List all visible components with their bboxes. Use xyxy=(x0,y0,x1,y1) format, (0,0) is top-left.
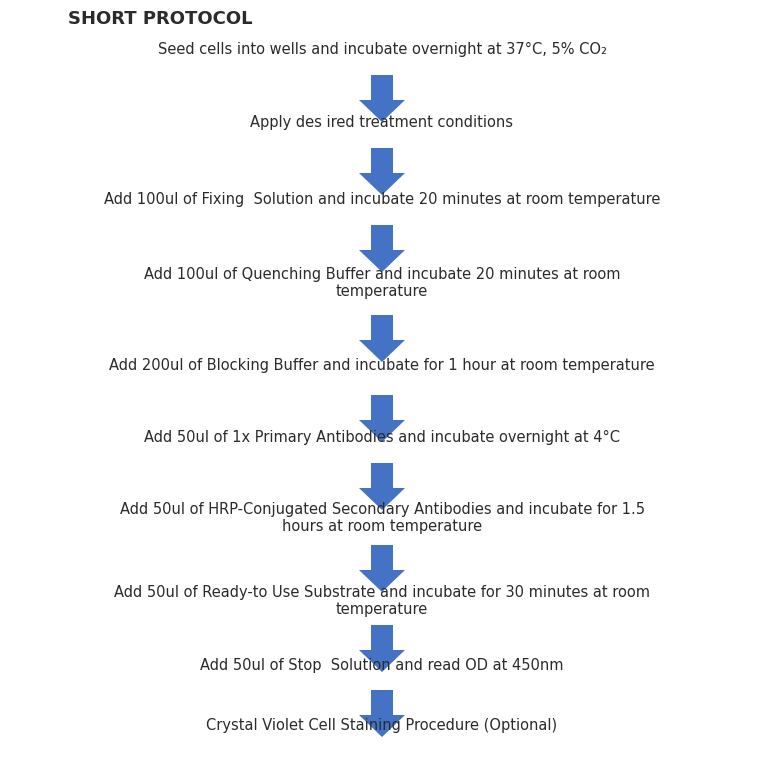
Polygon shape xyxy=(371,625,393,650)
Text: Seed cells into wells and incubate overnight at 37°C, 5% CO₂: Seed cells into wells and incubate overn… xyxy=(157,42,607,57)
Polygon shape xyxy=(371,545,393,570)
Text: Add 50ul of HRP-Conjugated Secondary Antibodies and incubate for 1.5
hours at ro: Add 50ul of HRP-Conjugated Secondary Ant… xyxy=(119,502,645,534)
Polygon shape xyxy=(359,100,405,122)
Polygon shape xyxy=(359,650,405,672)
Polygon shape xyxy=(371,315,393,340)
Polygon shape xyxy=(359,250,405,272)
Polygon shape xyxy=(359,570,405,592)
Polygon shape xyxy=(371,225,393,250)
Text: Add 100ul of Fixing  Solution and incubate 20 minutes at room temperature: Add 100ul of Fixing Solution and incubat… xyxy=(104,192,660,207)
Polygon shape xyxy=(371,75,393,100)
Polygon shape xyxy=(359,488,405,510)
Text: Crystal Violet Cell Staining Procedure (Optional): Crystal Violet Cell Staining Procedure (… xyxy=(206,718,558,733)
Text: Add 100ul of Quenching Buffer and incubate 20 minutes at room
temperature: Add 100ul of Quenching Buffer and incuba… xyxy=(144,267,620,299)
Polygon shape xyxy=(371,690,393,715)
Polygon shape xyxy=(359,420,405,442)
Polygon shape xyxy=(371,463,393,488)
Polygon shape xyxy=(359,715,405,737)
Polygon shape xyxy=(371,395,393,420)
Text: Add 50ul of 1x Primary Antibodies and incubate overnight at 4°C: Add 50ul of 1x Primary Antibodies and in… xyxy=(144,430,620,445)
Text: Apply des ired treatment conditions: Apply des ired treatment conditions xyxy=(251,115,513,130)
Text: Add 50ul of Ready-to Use Substrate and incubate for 30 minutes at room
temperatu: Add 50ul of Ready-to Use Substrate and i… xyxy=(114,585,650,617)
Text: Add 200ul of Blocking Buffer and incubate for 1 hour at room temperature: Add 200ul of Blocking Buffer and incubat… xyxy=(109,358,655,373)
Polygon shape xyxy=(359,173,405,195)
Text: SHORT PROTOCOL: SHORT PROTOCOL xyxy=(68,10,252,28)
Text: Add 50ul of Stop  Solution and read OD at 450nm: Add 50ul of Stop Solution and read OD at… xyxy=(200,658,564,673)
Polygon shape xyxy=(359,340,405,362)
Polygon shape xyxy=(371,148,393,173)
